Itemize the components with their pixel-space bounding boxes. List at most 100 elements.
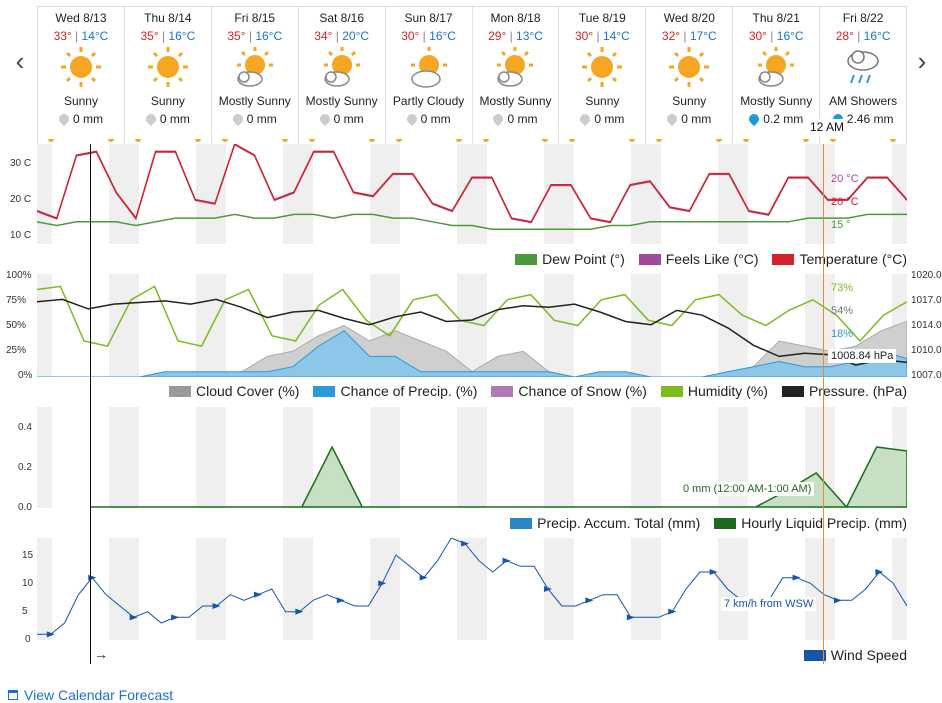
day-temps: 30° | 16°C bbox=[748, 29, 804, 43]
wind-ytick: 0 bbox=[25, 634, 31, 645]
mostly-sunny-icon bbox=[236, 47, 273, 87]
night-band bbox=[457, 144, 472, 244]
sunset-icon bbox=[542, 139, 549, 142]
current-time-label: 12 AM bbox=[807, 119, 848, 135]
day-precip-amount: 0 mm bbox=[72, 112, 103, 126]
night-band bbox=[559, 407, 574, 508]
day-high: 29° bbox=[488, 29, 507, 43]
legend-label: Cloud Cover (%) bbox=[195, 383, 300, 399]
day-low: 16°C bbox=[776, 29, 804, 43]
day-precip-amount: 0 mm bbox=[420, 112, 451, 126]
legend-item[interactable]: Hourly Liquid Precip. (mm) bbox=[714, 515, 907, 531]
view-calendar-forecast-link[interactable]: View Calendar Forecast bbox=[8, 687, 173, 703]
day-column[interactable]: Tue 8/19 30° | 14°C Sunny 0 mm bbox=[559, 7, 647, 145]
showers-icon bbox=[847, 50, 879, 84]
previous-arrow-button[interactable]: ‹ bbox=[15, 45, 25, 76]
day-column[interactable]: Fri 8/15 35° | 16°C Mostly Sunny 0 mm bbox=[212, 7, 299, 145]
day-precip-amount: 0 mm bbox=[681, 112, 712, 126]
precip-ytick: 0.2 bbox=[18, 462, 32, 473]
day-condition: Mostly Sunny bbox=[740, 94, 813, 108]
day-column[interactable]: Fri 8/22 28° | 16°C AM Showers 2.46 mm bbox=[820, 7, 908, 145]
legend-item[interactable]: Dew Point (°) bbox=[515, 251, 625, 267]
wind-ytick: 5 bbox=[22, 606, 28, 617]
dew-point-line bbox=[37, 213, 907, 230]
day-high: 30° bbox=[575, 29, 594, 43]
day-high: 35° bbox=[227, 29, 246, 43]
day-precip: 0 mm bbox=[559, 111, 645, 127]
night-band bbox=[892, 538, 907, 640]
sunrise-markers bbox=[125, 139, 211, 142]
day-column[interactable]: Thu 8/21 30° | 16°C Mostly Sunny 0.2 mm bbox=[733, 7, 821, 145]
legend-item[interactable]: Temperature (°C) bbox=[772, 251, 907, 267]
day-column[interactable]: Sat 8/16 34° | 20°C Mostly Sunny 0 mm bbox=[299, 7, 386, 145]
temp-ytick: 10 C bbox=[10, 230, 32, 241]
day-column[interactable]: Wed 8/20 32° | 17°C Sunny 0 mm bbox=[646, 7, 734, 145]
raindrop-icon bbox=[230, 111, 245, 127]
legend-label: Precip. Accum. Total (mm) bbox=[537, 515, 701, 531]
night-band bbox=[37, 274, 52, 377]
mostly-sunny-icon bbox=[758, 47, 795, 87]
night-band bbox=[37, 144, 52, 244]
day-column[interactable]: Sun 8/17 30° | 16°C Partly Cloudy 0 mm bbox=[386, 7, 473, 145]
legend-item[interactable]: Chance of Snow (%) bbox=[491, 383, 647, 399]
sky-chart[interactable] bbox=[37, 274, 907, 377]
view-calendar-forecast-label: View Calendar Forecast bbox=[24, 687, 174, 703]
next-arrow-button[interactable]: › bbox=[917, 45, 927, 76]
wind-chart[interactable] bbox=[37, 538, 907, 640]
legend-item[interactable]: Humidity (%) bbox=[660, 383, 768, 399]
day-low: 20°C bbox=[342, 29, 370, 43]
day-precip: 2.46 mm bbox=[820, 111, 906, 127]
sunrise-icon bbox=[48, 139, 54, 142]
hourly-precip-area bbox=[90, 445, 907, 508]
day-temps: 32° | 17°C bbox=[661, 29, 717, 43]
night-band bbox=[646, 407, 661, 508]
temperature-chart[interactable] bbox=[37, 144, 907, 244]
humidity-end-label: 73% bbox=[831, 282, 854, 294]
night-band bbox=[298, 538, 313, 640]
night-band bbox=[472, 538, 487, 640]
night-band bbox=[559, 538, 574, 640]
night-band bbox=[631, 144, 646, 244]
day-precip: 0 mm bbox=[212, 111, 298, 127]
day-column[interactable]: Thu 8/14 35° | 16°C Sunny 0 mm bbox=[125, 7, 212, 145]
wind-direction-arrow bbox=[171, 614, 180, 621]
feels-like-end-label: 20 °C bbox=[831, 173, 859, 185]
day-low: 14°C bbox=[81, 29, 109, 43]
day-date: Fri 8/22 bbox=[842, 11, 884, 25]
day-date: Mon 8/18 bbox=[490, 11, 541, 25]
day-high: 33° bbox=[53, 29, 72, 43]
sunny-icon bbox=[60, 47, 101, 87]
legend-item[interactable]: Chance of Precip. (%) bbox=[313, 383, 477, 399]
legend-item[interactable]: Wind Speed bbox=[803, 647, 907, 663]
sky-left-ytick: 100% bbox=[6, 270, 32, 281]
legend-item[interactable]: Precip. Accum. Total (mm) bbox=[510, 515, 700, 531]
wind-direction-arrow bbox=[212, 603, 221, 609]
night-band bbox=[631, 538, 646, 640]
current-time-line bbox=[823, 144, 824, 664]
day-low: 16°C bbox=[168, 29, 196, 43]
night-band bbox=[211, 274, 226, 377]
day-precip-amount: 0 mm bbox=[159, 112, 190, 126]
legend-item[interactable]: Feels Like (°C) bbox=[638, 251, 758, 267]
legend-item[interactable]: Pressure. (hPa) bbox=[781, 383, 907, 399]
day-temps: 35° | 16°C bbox=[140, 29, 196, 43]
day-date: Wed 8/20 bbox=[663, 11, 715, 25]
day-column[interactable]: Wed 8/13 33° | 14°C Sunny 0 mm bbox=[37, 7, 125, 145]
precipitation-chart[interactable] bbox=[37, 407, 907, 508]
sunrise-markers bbox=[38, 139, 124, 142]
wind-direction-arrow bbox=[502, 557, 511, 564]
partly-cloudy-icon bbox=[410, 47, 447, 88]
night-band bbox=[283, 538, 298, 640]
sunset-icon bbox=[368, 139, 375, 142]
legend-item[interactable]: Cloud Cover (%) bbox=[168, 383, 300, 399]
sunny-icon bbox=[669, 47, 710, 87]
sunrise-markers bbox=[386, 139, 472, 142]
day-precip-amount: 2.46 mm bbox=[846, 112, 894, 126]
sunset-icon bbox=[716, 139, 723, 142]
day-column[interactable]: Mon 8/18 29° | 13°C Mostly Sunny 0 mm bbox=[473, 7, 560, 145]
raindrop-icon bbox=[317, 111, 332, 127]
day-temps: 29° | 13°C bbox=[488, 29, 543, 43]
wind-direction-arrow bbox=[875, 569, 884, 575]
precip-tooltip: 0 mm (12:00 AM-1:00 AM) bbox=[680, 482, 815, 496]
sunset-icon bbox=[803, 139, 810, 142]
